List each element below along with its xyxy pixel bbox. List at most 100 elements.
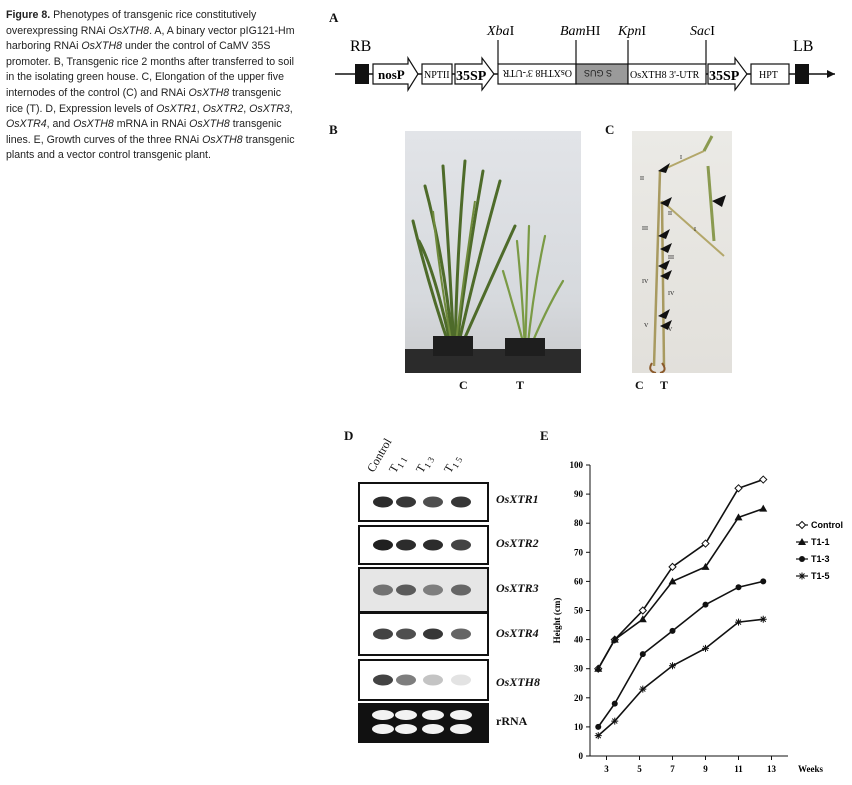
rb-border [355, 64, 369, 84]
data-point-t1-1 [594, 664, 603, 672]
caption-segment: , [289, 102, 293, 115]
data-point-t1-3 [669, 627, 676, 634]
blot-panel-osxth8 [358, 659, 489, 701]
blot-band [373, 496, 393, 508]
hpt-label: HPT [759, 70, 778, 81]
data-point-t1-5 [759, 615, 767, 623]
blot-band [451, 539, 471, 551]
internode-t-label-5: V [668, 327, 673, 333]
internode-c-label-3: III [642, 226, 648, 232]
data-point-t1-3 [702, 601, 709, 608]
35s-promoter-arrow-right [707, 56, 748, 92]
panel-a-label: A [329, 10, 339, 25]
data-point-t1-1 [638, 615, 647, 623]
panel-d-label: D [344, 428, 354, 443]
data-point-t1-3 [595, 723, 602, 730]
caption-segment: OsXTH8 [189, 118, 230, 131]
blot-band [373, 628, 393, 640]
caption-segment: OsXTR4 [6, 118, 47, 131]
gene-label-osxth8: OsXTH8 [496, 675, 541, 689]
y-tick-label: 70 [574, 547, 584, 557]
series-line-t1-3 [597, 580, 764, 728]
saci-site-label: SacI [690, 24, 715, 39]
legend-label-t1-1: T1-1 [811, 537, 830, 547]
plant-photo-b [405, 131, 581, 373]
rrna-band [372, 724, 394, 734]
rrna-band [422, 724, 444, 734]
plant-illustration-b [405, 159, 581, 373]
data-point-t1-3 [735, 584, 742, 591]
x-axis-label: Weeks [798, 764, 823, 774]
blot-band [423, 674, 443, 686]
blot-band [423, 628, 443, 640]
blot-band [451, 496, 471, 508]
legend-marker-t1-1 [798, 538, 806, 545]
x-tick-label: 9 [703, 764, 708, 774]
internode-c-label-4: IV [642, 279, 649, 285]
35s-promoter-arrow-left [454, 56, 495, 92]
caption-segment: transgenic plants and a vector control t… [6, 133, 295, 162]
caption-segment: under the control of CaMV 35S promoter. … [6, 40, 294, 99]
data-point-t1-3 [760, 578, 767, 585]
nos-promoter-arrow [372, 55, 419, 93]
internode-c-label-1: I [680, 155, 682, 161]
binary-vector-map: RB LB nosP NPTII 35SP OsXTH8 3'-UTR S GU… [335, 24, 835, 93]
blot-panel-osxtr3 [358, 567, 489, 613]
35s-label-right: 35SP [709, 69, 740, 84]
data-point-t1-1 [701, 562, 710, 570]
y-tick-label: 60 [574, 576, 584, 586]
caption-segment: , and [46, 118, 74, 131]
blot-band [423, 496, 443, 508]
data-point-t1-3 [639, 651, 646, 658]
rrna-band [372, 710, 394, 720]
blot-lane-label: T1 5 [440, 455, 465, 476]
legend-label-control: Control [811, 520, 843, 530]
gene-label-osxtr1: OsXTR1 [496, 492, 539, 506]
photo-b-control-label: C [459, 378, 468, 392]
kpni-site-label: KpnI [617, 24, 646, 39]
y-tick-label: 30 [574, 664, 584, 674]
internode-t-label-1: I [694, 227, 696, 233]
blot-panel-osxtr1 [358, 482, 489, 522]
x-tick-label: 5 [637, 764, 642, 774]
rrna-band [395, 724, 417, 734]
nos-label: nosP [378, 67, 405, 82]
caption-segment: , [243, 102, 250, 115]
hpt-box [750, 63, 790, 85]
photo-b-transgenic-label: T [516, 378, 525, 392]
y-tick-label: 10 [574, 722, 584, 732]
rrna-band [450, 724, 472, 734]
blot-band [423, 539, 443, 551]
nptii-label: NPTII [424, 70, 450, 81]
data-point-t1-1 [610, 635, 619, 643]
figure-caption: Figure 8. Phenotypes of transgenic rice … [6, 8, 296, 164]
legend-marker-t1-5 [798, 572, 806, 580]
internode-illustration-c [649, 135, 726, 373]
data-point-t1-5 [611, 717, 619, 725]
blot-lane-label: T1 1 [385, 455, 410, 476]
blot-band [396, 539, 416, 551]
x-tick-label: 11 [734, 764, 743, 774]
data-point-control [701, 539, 710, 548]
rb-label: RB [350, 38, 371, 55]
blot-band [396, 496, 416, 508]
blot-band [451, 628, 471, 640]
internode-c-label-2: II [640, 176, 644, 182]
blot-band [396, 584, 416, 596]
data-point-t1-5 [639, 685, 647, 693]
y-tick-label: 0 [579, 751, 584, 761]
blot-band [373, 539, 393, 551]
blot-panel-rrna [358, 703, 489, 743]
blot-band [396, 674, 416, 686]
blot-band [373, 584, 393, 596]
photo-c-control-label: C [635, 378, 644, 392]
data-point-t1-5 [669, 662, 676, 670]
y-tick-label: 40 [574, 635, 584, 645]
data-point-control [638, 606, 648, 615]
blot-panel-osxtr4 [358, 612, 489, 656]
data-point-t1-1 [759, 504, 768, 512]
gus-label: S GUS [584, 68, 612, 78]
gene-label-osxtr2: OsXTR2 [496, 536, 539, 550]
caption-segment: OsXTH8 [188, 86, 230, 99]
data-point-t1-3 [611, 700, 618, 707]
